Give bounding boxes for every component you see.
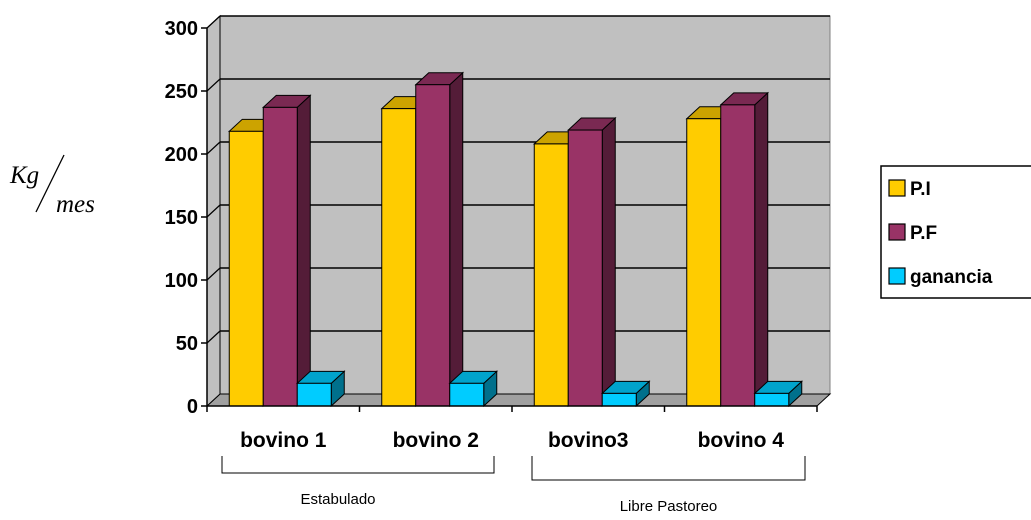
group-label: Libre Pastoreo xyxy=(620,498,718,515)
bar-front xyxy=(228,130,264,407)
bar xyxy=(566,116,617,408)
y-axis: 0 50 100 150 200 250 300 xyxy=(165,18,208,418)
side-gridline xyxy=(206,204,221,218)
legend-label: ganancia xyxy=(910,267,993,288)
bar xyxy=(448,370,499,408)
x-axis: bovino 1 bovino 2 bovino3 bovino 4 xyxy=(206,405,818,452)
bar-front xyxy=(720,104,756,407)
bar-front xyxy=(381,108,417,407)
group-bracket xyxy=(531,456,806,481)
y-tick-label: 50 xyxy=(176,333,198,355)
x-tick-label: bovino 1 xyxy=(240,429,327,452)
y-tick-label: 250 xyxy=(165,81,198,103)
x-tick-label: bovino 2 xyxy=(393,429,479,452)
bar-front xyxy=(754,392,790,407)
legend-swatch xyxy=(888,179,906,197)
legend-item: ganancia xyxy=(888,267,993,288)
legend: P.I P.F ganancia xyxy=(880,165,1031,299)
y-tick-label: 150 xyxy=(165,207,198,229)
legend-item: P.I xyxy=(888,179,931,200)
x-tick-label: bovino3 xyxy=(548,429,629,452)
y-axis-label-slash xyxy=(35,154,65,213)
bar-side xyxy=(754,91,769,408)
group-label: Estabulado xyxy=(300,491,375,508)
bar xyxy=(753,380,804,408)
y-tick-label: 200 xyxy=(165,144,198,166)
legend-box xyxy=(880,165,1031,299)
legend-label: P.F xyxy=(910,223,937,244)
axis-walls xyxy=(206,14,221,408)
category-groups: Estabulado Libre Pastoreo xyxy=(221,456,806,515)
bar-side xyxy=(601,116,616,408)
side-gridline xyxy=(206,267,221,281)
bar-side xyxy=(449,71,464,408)
bar-front xyxy=(686,118,722,407)
y-axis-label-numerator: Kg xyxy=(9,162,39,189)
bars xyxy=(227,71,804,408)
bar-front xyxy=(533,143,569,407)
bar xyxy=(261,94,312,408)
y-tick-label: 300 xyxy=(165,18,198,40)
y-axis-label-denominator: mes xyxy=(56,191,95,218)
legend-item: P.F xyxy=(888,223,937,244)
y-tick-label: 100 xyxy=(165,270,198,292)
bar-front xyxy=(415,84,451,407)
bar-front xyxy=(296,382,332,407)
side-gridline xyxy=(206,141,221,155)
legend-swatch xyxy=(888,223,906,241)
bar-front xyxy=(567,129,603,407)
bar-side xyxy=(296,94,311,408)
side-gridline xyxy=(206,330,221,344)
bar-front xyxy=(449,382,485,407)
side-gridline xyxy=(206,78,221,92)
bar xyxy=(295,370,346,408)
legend-label: P.I xyxy=(910,179,931,200)
group-bracket xyxy=(221,456,495,474)
bar-front xyxy=(262,106,298,407)
bar xyxy=(719,91,770,408)
bar xyxy=(600,380,651,408)
x-tick-label: bovino 4 xyxy=(698,429,785,452)
y-axis-label: Kg mes xyxy=(9,154,95,218)
bar xyxy=(414,71,465,408)
side-gridline xyxy=(206,15,221,29)
y-tick-label: 0 xyxy=(187,396,198,418)
bar-front xyxy=(601,392,637,407)
legend-swatch xyxy=(888,267,906,285)
